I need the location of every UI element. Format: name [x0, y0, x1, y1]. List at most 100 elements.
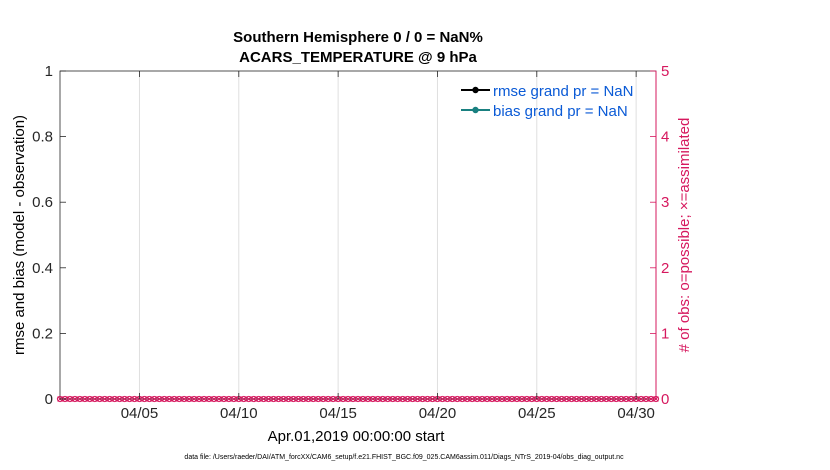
obs-assimilated-marker — [603, 396, 610, 402]
obs-assimilated-marker — [529, 396, 535, 402]
plot-area — [59, 70, 657, 400]
obs-assimilated-marker — [598, 396, 605, 402]
obs-assimilated-marker — [479, 396, 485, 402]
obs-assimilated-marker — [519, 396, 525, 402]
obs-assimilated-marker — [563, 396, 570, 402]
obs-assimilated-marker — [201, 396, 207, 402]
obs-assimilated-marker — [67, 396, 73, 402]
obs-assimilated-marker — [211, 396, 217, 402]
x-tick-label: 04/10 — [220, 405, 258, 422]
obs-assimilated-marker — [221, 396, 227, 402]
obs-assimilated-marker — [618, 396, 624, 402]
chart-subtitle: ACARS_TEMPERATURE @ 9 hPa — [239, 49, 477, 66]
obs-assimilated-marker — [82, 396, 88, 402]
y-right-tick-label: 5 — [661, 63, 669, 80]
obs-assimilated-marker — [275, 396, 282, 402]
obs-assimilated-marker — [588, 396, 595, 402]
obs-assimilated-marker — [260, 396, 267, 402]
obs-assimilated-marker — [280, 396, 287, 402]
obs-assimilated-marker — [340, 396, 346, 402]
obs-assimilated-marker — [146, 396, 153, 402]
obs-assimilated-marker — [290, 396, 297, 402]
obs-assimilated-marker — [77, 396, 83, 402]
obs-assimilated-marker — [608, 396, 615, 402]
obs-assimilated-marker — [181, 396, 187, 402]
obs-assimilated-marker — [484, 396, 490, 402]
obs-assimilated-marker — [131, 396, 138, 402]
y-axis-label-right: # of obs: o=possible; ×=assimilated — [676, 118, 693, 353]
obs-assimilated-marker — [524, 396, 530, 402]
obs-assimilated-marker — [558, 396, 565, 402]
obs-assimilated-marker — [171, 396, 177, 402]
obs-assimilated-marker — [350, 396, 356, 402]
obs-assimilated-marker — [643, 396, 649, 402]
obs-assimilated-marker — [206, 396, 212, 402]
obs-assimilated-marker — [583, 396, 590, 402]
data-file-footer: data file: /Users/raeder/DAI/ATM_forcXX/… — [184, 454, 624, 461]
obs-assimilated-marker — [548, 396, 555, 402]
obs-assimilated-marker — [245, 396, 252, 402]
obs-assimilated-marker — [573, 396, 580, 402]
obs-assimilated-marker — [315, 396, 322, 402]
obs-assimilated-marker — [116, 396, 123, 402]
obs-assimilated-marker — [499, 396, 505, 402]
obs-assimilated-marker — [300, 396, 307, 402]
obs-assimilated-marker — [216, 396, 222, 402]
obs-assimilated-marker — [196, 396, 202, 402]
y-tick-label: 0 — [45, 391, 53, 408]
obs-assimilated-marker — [325, 396, 331, 402]
obs-assimilated-marker — [305, 396, 312, 402]
y-tick-label: 1 — [45, 63, 53, 80]
y-right-tick-label: 0 — [661, 391, 669, 408]
obs-assimilated-marker — [514, 396, 520, 402]
obs-assimilated-marker — [320, 396, 326, 402]
legend: rmse grand pr = NaN bias grand pr = NaN — [461, 83, 633, 120]
legend-label-bias: bias grand pr = NaN — [493, 103, 628, 120]
y-tick-label: 0.6 — [32, 194, 53, 211]
obs-assimilated-marker — [390, 396, 396, 402]
obs-assimilated-marker — [370, 396, 376, 402]
y-tick-label: 0.4 — [32, 260, 53, 277]
obs-assimilated-marker — [464, 396, 471, 402]
legend-marker-rmse — [472, 86, 479, 94]
obs-assimilated-marker — [578, 396, 585, 402]
obs-assimilated-marker — [454, 396, 461, 402]
x-tick-label: 04/15 — [319, 405, 357, 422]
obs-assimilated-marker — [509, 396, 515, 402]
obs-assimilated-marker — [474, 396, 480, 402]
obs-assimilated-marker — [186, 396, 192, 402]
obs-assimilated-marker — [543, 396, 550, 402]
obs-assimilated-marker — [623, 396, 629, 402]
obs-assimilated-marker — [429, 396, 436, 402]
obs-assimilated-marker — [568, 396, 575, 402]
obs-assimilated-marker — [265, 396, 272, 402]
obs-assimilated-marker — [250, 396, 257, 402]
obs-assimilated-marker — [394, 396, 401, 402]
obs-assimilated-marker — [166, 396, 173, 402]
obs-assimilated-marker — [409, 396, 416, 402]
obs-assimilated-marker — [444, 396, 451, 402]
obs-assimilated-marker — [419, 396, 426, 402]
axes: 04/05 04/10 04/15 04/20 04/25 04/30 0 0.2 0.4 0.6… — [32, 63, 669, 422]
obs-assimilated-marker — [449, 396, 456, 402]
x-axis-label: Apr.01,2019 00:00:00 start — [268, 428, 446, 445]
y-axis-label: rmse and bias (model - observation) — [11, 115, 28, 355]
obs-assimilated-marker — [141, 396, 148, 402]
obs-assimilated-marker — [285, 396, 292, 402]
obs-assimilated-marker — [399, 396, 406, 402]
obs-assimilated-marker — [439, 396, 446, 402]
obs-assimilated-marker — [106, 396, 113, 402]
x-tick-label: 04/20 — [419, 405, 457, 422]
y-tick-label: 0.2 — [32, 325, 53, 342]
obs-assimilated-marker — [459, 396, 466, 402]
obs-assimilated-marker — [504, 396, 510, 402]
vertical-gridlines — [138, 71, 637, 399]
obs-assimilated-marker — [404, 396, 411, 402]
obs-assimilated-marker — [96, 396, 103, 402]
obs-assimilated-marker — [385, 396, 391, 402]
x-tick-label: 04/25 — [518, 405, 556, 422]
obs-assimilated-marker — [593, 396, 600, 402]
obs-assimilated-marker — [375, 396, 381, 402]
obs-assimilated-marker — [176, 396, 182, 402]
